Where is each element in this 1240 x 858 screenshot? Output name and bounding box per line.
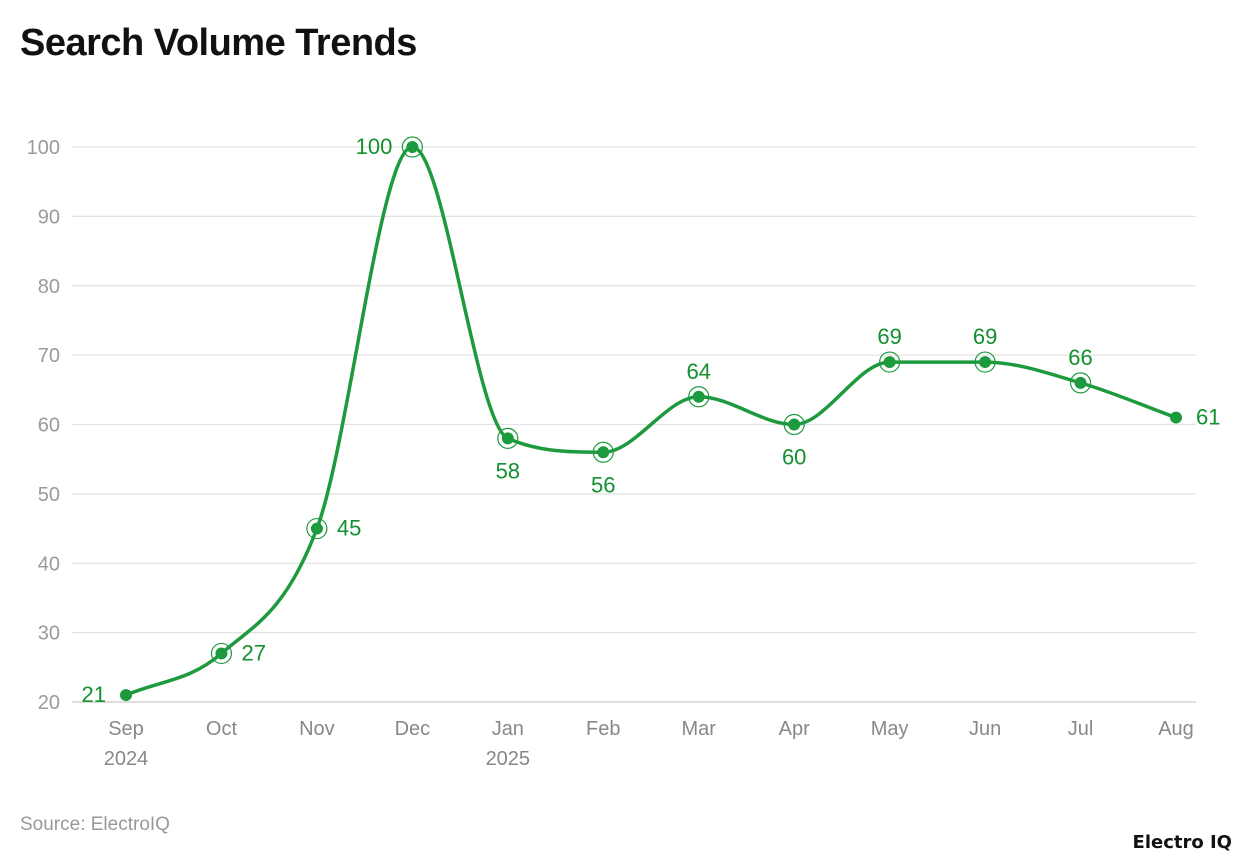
y-tick-label: 90 [38, 206, 60, 228]
data-point [979, 356, 992, 369]
x-tick-label: Mar [682, 718, 717, 740]
x-tick-sublabel: 2024 [104, 748, 149, 770]
x-tick-label: Jun [969, 718, 1001, 740]
data-point-ring [210, 642, 233, 665]
x-tick-label: May [871, 718, 909, 740]
x-tick-label: Dec [395, 718, 431, 740]
chart-title: Search Volume Trends [20, 22, 417, 64]
data-label: 60 [782, 445, 806, 470]
x-tick-label: Nov [299, 718, 335, 740]
data-point [692, 390, 705, 403]
y-tick-label: 50 [38, 484, 60, 506]
data-label: 61 [1196, 405, 1220, 430]
data-point [788, 418, 801, 431]
data-point [501, 432, 514, 445]
electroiq-logo: Electro IQ [1132, 832, 1232, 853]
data-point-ring [1069, 372, 1092, 394]
data-label: 58 [496, 458, 520, 483]
y-tick-label: 60 [38, 415, 60, 437]
x-tick-label: Aug [1158, 718, 1194, 740]
source-note: Source: ElectroIQ [20, 814, 170, 835]
y-tick-label: 20 [38, 692, 60, 714]
data-point [310, 522, 323, 535]
x-tick-label: Apr [779, 718, 810, 740]
data-point-ring [497, 427, 519, 449]
data-point-ring [592, 441, 614, 463]
data-point [1170, 411, 1182, 424]
data-label: 45 [337, 516, 361, 541]
data-label: 21 [82, 682, 106, 707]
data-point [1074, 376, 1087, 389]
x-tick-label: Feb [586, 718, 620, 740]
data-label: 69 [973, 324, 997, 349]
y-tick-label: 80 [38, 276, 60, 298]
data-point-ring [783, 413, 805, 436]
y-tick-label: 70 [38, 345, 60, 367]
series-line [125, 145, 1177, 697]
y-tick-label: 100 [27, 137, 60, 159]
data-point-ring [879, 351, 901, 373]
data-label: 64 [686, 359, 710, 384]
y-tick-label: 30 [38, 623, 60, 645]
data-label: 69 [877, 324, 901, 349]
data-point [883, 356, 896, 369]
data-point [406, 141, 419, 153]
data-point [597, 446, 610, 459]
data-point [120, 689, 132, 702]
data-point-ring [401, 136, 423, 158]
data-point-ring [688, 386, 710, 408]
y-tick-label: 40 [38, 553, 60, 575]
data-label: 56 [591, 472, 615, 497]
x-tick-label: Jan [492, 718, 524, 740]
data-label: 66 [1068, 345, 1092, 370]
x-tick-label: Oct [206, 718, 238, 740]
data-point-ring [306, 517, 328, 540]
data-point-ring [974, 351, 996, 373]
data-label: 100 [356, 134, 393, 159]
data-point [215, 647, 228, 660]
x-tick-label: Jul [1068, 718, 1094, 740]
x-tick-sublabel: 2025 [486, 748, 531, 770]
x-tick-label: Sep [108, 718, 144, 740]
data-label: 27 [241, 640, 265, 665]
